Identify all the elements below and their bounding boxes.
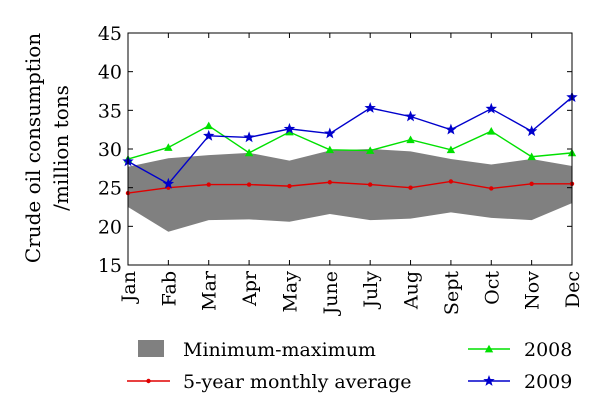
x-tick-label-mar: Mar	[199, 270, 221, 311]
legend-item-2008: 2008	[468, 339, 572, 361]
y-axis-label-line2: /million tons	[49, 85, 73, 211]
data-point-2009-2	[203, 129, 215, 141]
y-tick-label-25: 25	[98, 178, 122, 200]
plot-frame	[127, 32, 573, 266]
y-tick-label-30: 30	[98, 139, 122, 161]
data-point-2008-6	[365, 146, 375, 154]
data-point-5-year-monthly-average-9	[489, 186, 494, 191]
series-line-2009	[127, 96, 573, 185]
y-tick-label-20: 20	[98, 216, 122, 238]
x-tick-label-july: July	[360, 271, 382, 310]
legend-label-2009: 2009	[524, 371, 572, 393]
data-point-2008-3	[244, 148, 254, 157]
y-tick-label-35: 35	[98, 100, 122, 122]
legend-item-min-max: Minimum-maximum	[138, 339, 376, 361]
data-point-5-year-monthly-average-5	[327, 180, 333, 185]
series-line-5-year-monthly-average	[127, 180, 572, 194]
data-point-2008-4	[285, 127, 294, 136]
legend-marker-5-year-monthly-average	[146, 378, 151, 384]
data-point-5-year-monthly-average-3	[246, 182, 252, 187]
x-tick-label-may: May	[279, 271, 301, 313]
x-tick-label-nov: Nov	[522, 271, 544, 310]
y-axis-label: Crude oil consumption /million tons	[21, 33, 73, 263]
data-point-2008-8	[446, 145, 456, 154]
data-point-5-year-monthly-average-8	[448, 179, 454, 184]
legend-item-2009: 2009	[468, 371, 572, 393]
min-max-band	[128, 149, 572, 232]
data-point-5-year-monthly-average-6	[367, 182, 373, 187]
data-point-2008-1	[164, 143, 173, 151]
data-point-2009-4	[283, 122, 296, 134]
data-point-2008-10	[527, 152, 536, 161]
data-point-2009-1	[162, 177, 175, 189]
data-point-2009-3	[243, 131, 255, 143]
legend-label-2008: 2008	[524, 339, 572, 361]
legend-label-5-year-monthly-average: 5-year monthly average	[183, 371, 411, 393]
data-point-2009-9	[485, 102, 497, 114]
data-point-5-year-monthly-average-2	[206, 182, 211, 187]
data-point-5-year-monthly-average-10	[529, 181, 534, 186]
legend-marker-2009	[483, 375, 495, 386]
series-line-2008	[127, 124, 573, 160]
x-tick-label-sept: Sept	[441, 271, 463, 315]
x-tick-label-fab: Fab	[158, 271, 180, 306]
x-tick-label-aug: Aug	[401, 271, 423, 310]
legend-item-5-year-monthly-average: 5-year monthly average	[127, 371, 411, 393]
data-point-2008-2	[204, 121, 213, 130]
plot-area: 15 20 25 30 35 40 45 Jan Fab Mar Apr May June July Aug…	[98, 23, 584, 316]
data-point-2009-8	[445, 123, 457, 135]
x-tick-label-dec: Dec	[562, 271, 584, 308]
legend-marker-2008	[484, 344, 494, 353]
legend-swatch-min-max	[138, 340, 164, 357]
data-point-2009-6	[364, 102, 376, 113]
y-axis-label-line1: Crude oil consumption	[21, 33, 45, 263]
legend-label-min-max: Minimum-maximum	[183, 339, 376, 361]
data-point-2008-5	[325, 145, 335, 154]
legend: Minimum-maximum 5-year monthly average 200…	[127, 339, 572, 393]
x-tick-label-oct: Oct	[481, 271, 503, 305]
data-point-2008-9	[487, 127, 496, 135]
data-point-2009-7	[404, 110, 417, 122]
data-point-2009-10	[525, 125, 538, 137]
data-point-5-year-monthly-average-4	[287, 183, 292, 189]
y-tick-label-45: 45	[98, 23, 122, 45]
y-tick-label-40: 40	[98, 62, 122, 84]
x-tick-label-june: June	[320, 271, 342, 316]
data-point-2008-7	[406, 135, 415, 144]
data-point-2009-5	[324, 127, 336, 139]
x-tick-label-jan: Jan	[118, 271, 140, 304]
series-5-year-monthly-average	[125, 179, 575, 196]
data-point-5-year-monthly-average-7	[408, 185, 413, 190]
x-tick-label-apr: Apr	[239, 270, 261, 307]
y-tick-label-15: 15	[98, 255, 122, 277]
